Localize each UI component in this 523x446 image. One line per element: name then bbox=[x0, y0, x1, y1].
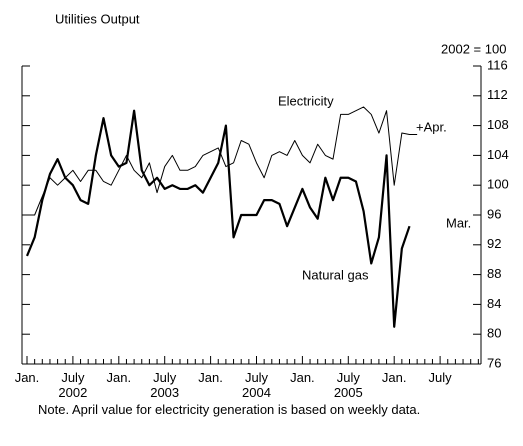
x-tick-label: July 2002 bbox=[58, 370, 88, 400]
y-tick-label: 88 bbox=[487, 266, 501, 281]
series-line bbox=[25, 109, 411, 328]
x-tick-label: Jan. bbox=[290, 370, 315, 385]
y-tick-label: 116 bbox=[487, 57, 508, 72]
x-tick-label: Jan. bbox=[106, 370, 132, 385]
y-tick-label: 104 bbox=[487, 147, 509, 162]
y-tick-label: 84 bbox=[487, 296, 501, 311]
y-tick-label: 112 bbox=[487, 87, 508, 102]
y-tick-label: 100 bbox=[487, 177, 509, 192]
x-tick-label: July 2005 bbox=[333, 370, 363, 400]
series-label: Natural gas bbox=[302, 267, 369, 282]
x-tick-label: Jan. bbox=[14, 370, 40, 385]
y-tick-label: 80 bbox=[487, 326, 501, 341]
x-tick-label: July 2004 bbox=[242, 370, 271, 400]
y-tick-label: 76 bbox=[487, 355, 501, 370]
y-tick-label: 92 bbox=[487, 236, 501, 251]
chart-title: Utilities Output bbox=[55, 11, 140, 26]
x-tick-label: July 2003 bbox=[150, 370, 180, 400]
y-axis-label: 2002 = 100 bbox=[441, 41, 506, 56]
series-line bbox=[27, 106, 418, 216]
y-tick-label: 96 bbox=[487, 206, 501, 221]
annotation: +Apr. bbox=[416, 119, 447, 134]
x-tick-label: Jan. bbox=[381, 370, 407, 385]
y-tick-label: 108 bbox=[487, 117, 509, 132]
x-tick-label: July bbox=[428, 370, 452, 385]
x-tick-label: Jan. bbox=[198, 370, 223, 385]
annotation: Mar. bbox=[446, 215, 471, 230]
note: Note. April value for electricity genera… bbox=[38, 402, 421, 417]
series-label: Electricity bbox=[278, 93, 334, 108]
